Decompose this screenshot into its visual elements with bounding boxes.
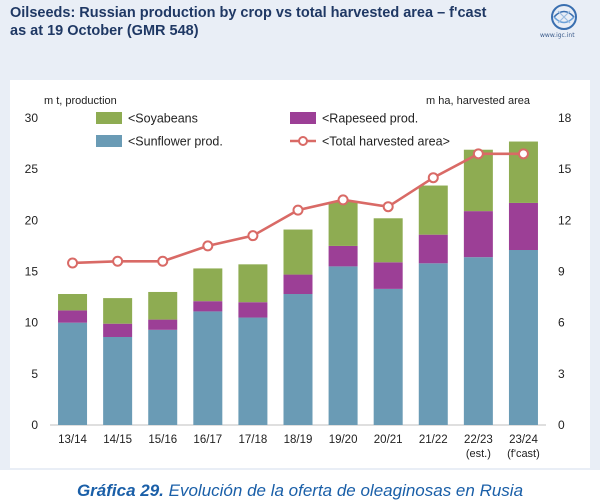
caption-label: Gráfica 29. xyxy=(76,481,164,500)
axes-group: 0 5 10 15 20 25 30 0 3 6 9 12 15 18 13/14 14/15 15/16 16/… xyxy=(25,111,572,460)
x-tick-label: 14/15 xyxy=(103,434,132,446)
right-tick-label: 15 xyxy=(558,162,572,176)
bar-segment-soyabeans xyxy=(238,264,268,303)
area-point xyxy=(202,240,214,252)
right-tick-label: 3 xyxy=(558,367,565,381)
x-tick-label: 22/23 xyxy=(464,434,493,446)
x-tick-sublabel: (est.) xyxy=(466,448,491,460)
bars-group xyxy=(58,141,538,425)
bar-segment-soyabeans xyxy=(328,201,358,246)
right-tick-label: 18 xyxy=(558,111,572,125)
legend-swatch xyxy=(96,112,122,124)
area-point xyxy=(337,194,349,206)
bar-segment-rapeseed xyxy=(148,319,178,330)
bar-segment-soyabeans xyxy=(418,185,448,235)
left-tick-label: 0 xyxy=(31,418,38,432)
area-point xyxy=(112,255,124,267)
area-point xyxy=(247,230,259,242)
igc-logo-icon xyxy=(551,4,577,30)
left-tick-label: 20 xyxy=(25,213,39,227)
legend-label: <Total harvested area> xyxy=(322,135,450,149)
x-tick-label: 20/21 xyxy=(374,434,403,446)
bar-segment-sunflower xyxy=(193,311,223,425)
x-tick-label: 21/22 xyxy=(419,434,448,446)
area-point xyxy=(427,172,439,184)
left-tick-label: 15 xyxy=(25,265,39,279)
bar-segment-rapeseed xyxy=(463,211,493,258)
bar-segment-sunflower xyxy=(58,322,88,425)
bar-segment-rapeseed xyxy=(328,245,358,267)
x-tick-label: 18/19 xyxy=(284,434,313,446)
bar-segment-rapeseed xyxy=(283,274,313,295)
left-axis-label: m t, production xyxy=(44,95,117,107)
left-tick-label: 10 xyxy=(25,316,39,330)
bar-segment-soyabeans xyxy=(193,268,223,302)
x-tick-label: 16/17 xyxy=(193,434,222,446)
legend: <Soyabeans <Rapeseed prod. <Sunflower prod… xyxy=(96,112,450,149)
bar-segment-soyabeans xyxy=(58,294,88,311)
x-tick-label: 23/24 xyxy=(509,434,538,446)
bar-segment-sunflower xyxy=(148,329,178,425)
chart-title-line-2: as at 19 October (GMR 548) xyxy=(10,23,199,39)
chart-title: Oilseeds: Russian production by crop vs … xyxy=(10,4,530,40)
area-point xyxy=(157,255,169,267)
x-tick-sublabel: (f'cast) xyxy=(507,448,540,460)
bar-segment-sunflower xyxy=(283,294,313,425)
bar-segment-soyabeans xyxy=(373,218,403,263)
x-tick-label: 19/20 xyxy=(329,434,358,446)
bar-segment-sunflower xyxy=(103,336,133,425)
area-point xyxy=(382,201,394,213)
area-point xyxy=(292,204,304,216)
x-tick-label: 15/16 xyxy=(148,434,177,446)
bar-segment-sunflower xyxy=(238,317,268,425)
bar-segment-rapeseed xyxy=(238,302,268,318)
bar-segment-soyabeans xyxy=(103,298,133,324)
bar-segment-rapeseed xyxy=(103,323,133,337)
area-point xyxy=(472,148,484,160)
bar-segment-sunflower xyxy=(418,263,448,425)
bar-segment-sunflower xyxy=(463,257,493,425)
legend-label: <Soyabeans xyxy=(128,112,198,126)
bar-segment-sunflower xyxy=(508,250,538,425)
right-tick-label: 6 xyxy=(558,316,565,330)
logo-text: www.igc.int xyxy=(540,32,575,39)
right-tick-label: 9 xyxy=(558,265,565,279)
legend-label: <Sunflower prod. xyxy=(128,135,223,149)
x-tick-label: 13/14 xyxy=(58,434,87,446)
stacked-bar-chart: m t, production m ha, harvested area 0 5 1… xyxy=(25,95,572,460)
bar-segment-rapeseed xyxy=(508,202,538,251)
legend-label: <Rapeseed prod. xyxy=(322,112,418,126)
left-tick-label: 30 xyxy=(25,111,39,125)
right-tick-label: 0 xyxy=(558,418,565,432)
legend-swatch xyxy=(96,135,122,147)
figure-caption: Gráfica 29. Evolución de la oferta de ol… xyxy=(0,481,600,501)
bar-segment-sunflower xyxy=(328,266,358,425)
bar-segment-rapeseed xyxy=(193,301,223,312)
area-point xyxy=(67,257,79,269)
right-tick-label: 12 xyxy=(558,213,572,227)
left-tick-label: 25 xyxy=(25,162,39,176)
caption-text: Evolución de la oferta de oleaginosas en… xyxy=(163,481,524,500)
area-point xyxy=(517,148,529,160)
left-tick-label: 5 xyxy=(31,367,38,381)
bar-segment-soyabeans xyxy=(148,291,178,320)
bar-segment-rapeseed xyxy=(418,234,448,264)
area-line-group xyxy=(67,148,529,269)
legend-swatch xyxy=(290,112,316,124)
right-axis-label: m ha, harvested area xyxy=(426,95,531,107)
bar-segment-rapeseed xyxy=(58,310,88,323)
bar-segment-soyabeans xyxy=(283,229,313,275)
chart-title-line-1: Oilseeds: Russian production by crop vs … xyxy=(10,5,487,21)
bar-segment-rapeseed xyxy=(373,262,403,289)
bar-segment-sunflower xyxy=(373,288,403,425)
x-tick-label: 17/18 xyxy=(239,434,268,446)
legend-swatch-marker xyxy=(298,136,308,146)
